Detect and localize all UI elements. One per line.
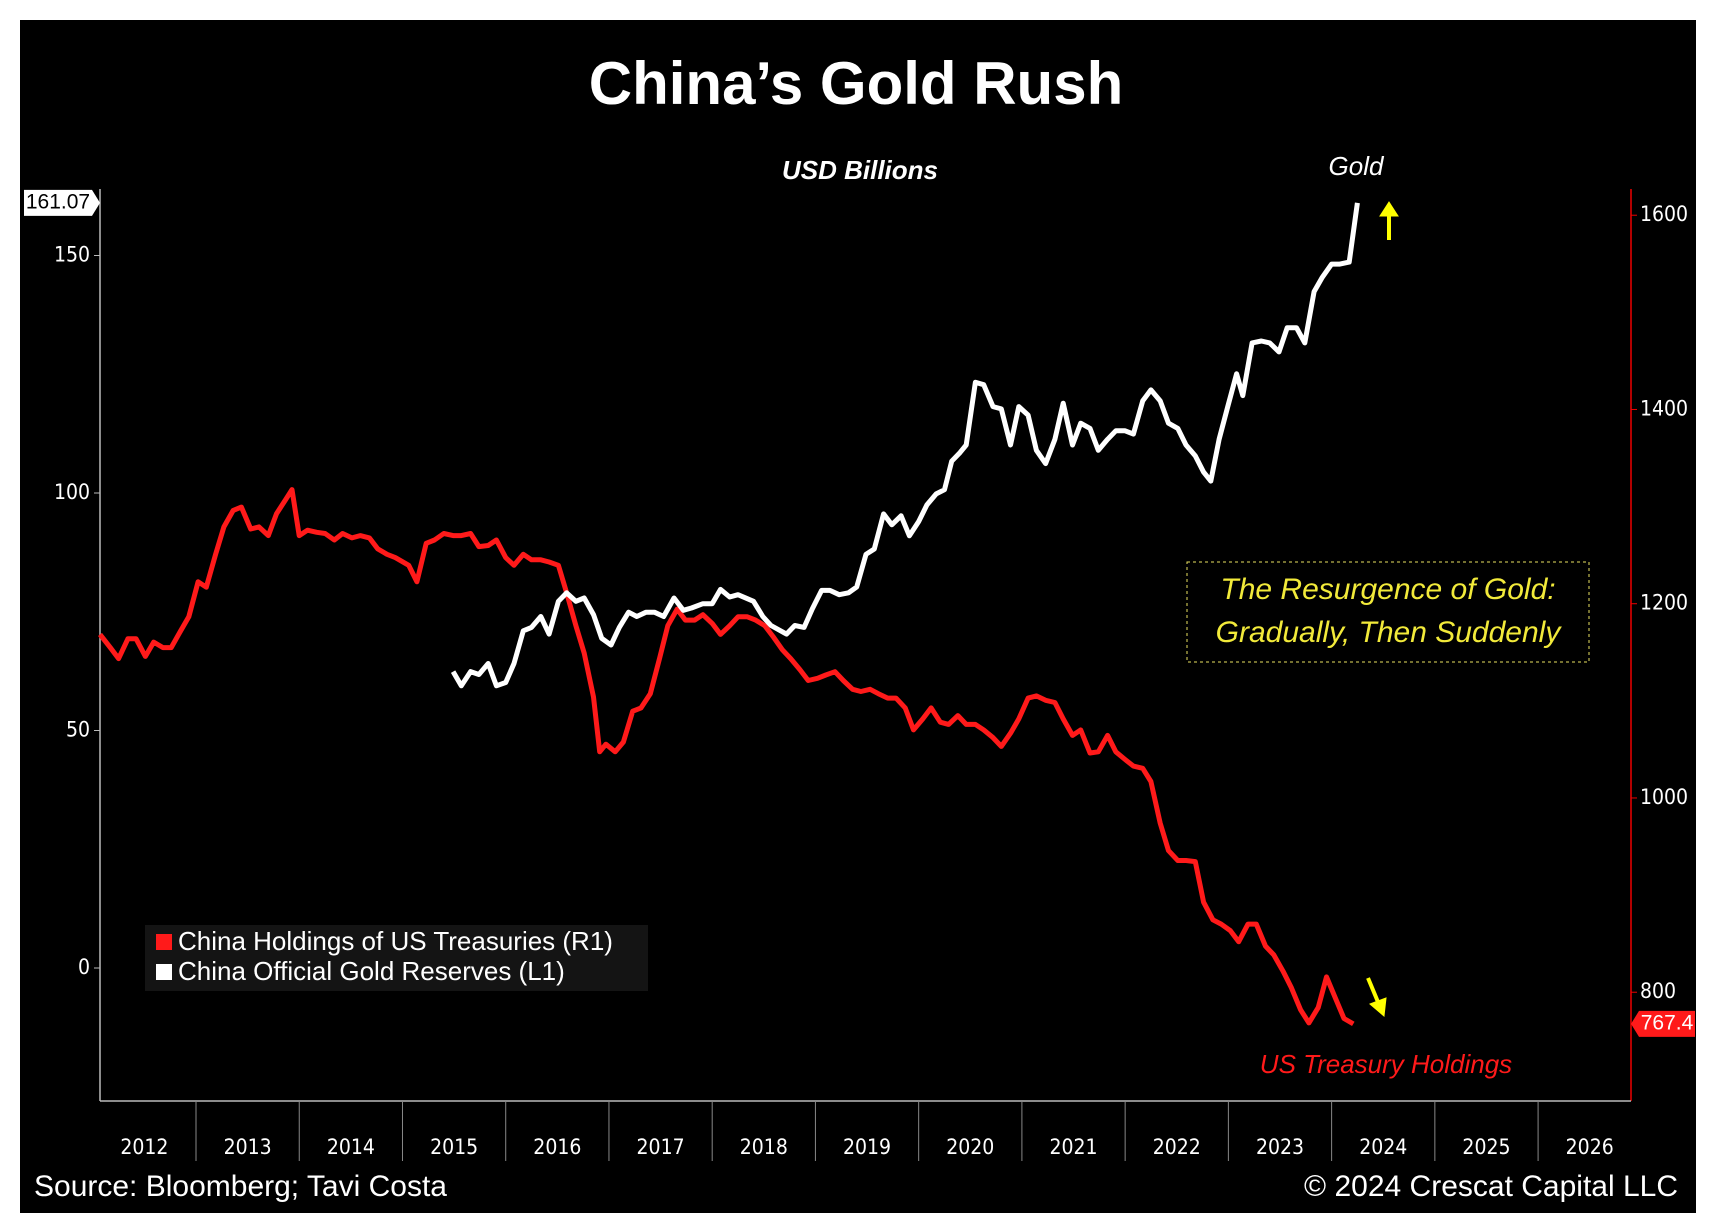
y2-tick-label: 1400 — [1640, 396, 1688, 420]
chart-background — [20, 20, 1696, 1213]
source: Source: Bloomberg; Tavi Costa — [34, 1170, 447, 1203]
callout-box — [1186, 561, 1590, 663]
y2-tick-label: 1600 — [1640, 202, 1688, 226]
series-line — [450, 202, 1360, 689]
legend-label: China Official Gold Reserves (L1) — [178, 956, 565, 986]
y-tick-label: 100 — [54, 480, 90, 504]
legend-label: China Holdings of US Treasuries (R1) — [178, 926, 613, 956]
last-value-label: 161.07 — [26, 190, 90, 213]
legend-box — [145, 925, 648, 991]
down-arrow — [1366, 977, 1387, 1017]
x-tick-label: 2016 — [533, 1135, 581, 1159]
x-tick-label: 2019 — [843, 1135, 891, 1159]
legend-swatch — [156, 964, 172, 980]
x-tick-label: 2022 — [1153, 1135, 1201, 1159]
up-arrow — [1379, 201, 1399, 240]
last-value-flag — [24, 189, 100, 216]
y2-tick-label: 1000 — [1640, 785, 1688, 809]
chart-title: China’s Gold Rush — [589, 50, 1123, 117]
x-tick-label: 2026 — [1566, 1135, 1614, 1159]
last-value-label: 767.4 — [1641, 1011, 1694, 1034]
x-tick-label: 2014 — [327, 1135, 375, 1159]
y-tick-label: 50 — [66, 718, 90, 742]
y2-tick-label: 1200 — [1640, 591, 1688, 615]
y-tick-label: 0 — [78, 955, 90, 979]
copyright: © 2024 Crescat Capital LLC — [1304, 1170, 1678, 1203]
x-tick-label: 2015 — [430, 1135, 478, 1159]
x-tick-label: 2012 — [120, 1135, 168, 1159]
x-tick-label: 2024 — [1359, 1135, 1407, 1159]
x-tick-label: 2017 — [637, 1135, 685, 1159]
treasury-label: US Treasury Holdings — [1260, 1049, 1512, 1079]
gold-label: Gold — [1329, 151, 1385, 181]
legend-swatch — [156, 934, 172, 950]
callout-line: Gradually, Then Suddenly — [1216, 616, 1563, 649]
callout-line: The Resurgence of Gold: — [1220, 573, 1555, 606]
legend: China Holdings of US Treasuries (R1) Chi… — [145, 925, 648, 991]
x-tick-label: 2023 — [1256, 1135, 1304, 1159]
y2-tick-label: 800 — [1640, 979, 1676, 1003]
x-tick-label: 2021 — [1049, 1135, 1097, 1159]
x-tick-label: 2020 — [946, 1135, 994, 1159]
y-tick-label: 150 — [54, 243, 90, 267]
x-tick-label: 2018 — [740, 1135, 788, 1159]
x-tick-label: 2013 — [224, 1135, 272, 1159]
x-tick-label: 2025 — [1462, 1135, 1510, 1159]
subtitle: USD Billions — [782, 155, 938, 185]
last-value-flag — [1631, 1010, 1695, 1037]
series-line — [98, 487, 1355, 1027]
